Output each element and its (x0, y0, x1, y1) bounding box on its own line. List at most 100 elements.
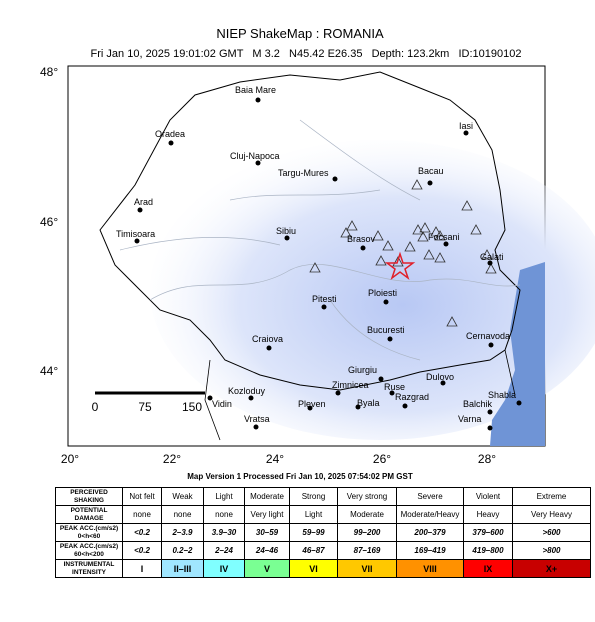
legend-cell: 0.2–2 (161, 541, 204, 560)
city-dot (516, 400, 522, 406)
legend-cell: 3.9–30 (203, 523, 245, 542)
footer: Map Version 1 Processed Fri Jan 10, 2025… (187, 472, 413, 481)
row-label: PERCEIVED SHAKING (55, 487, 123, 506)
scale-label: 75 (138, 400, 152, 414)
row-label-line: DAMAGE (74, 514, 104, 522)
city-label: Pleven (298, 399, 326, 409)
city-label: Focsani (428, 232, 460, 242)
legend-cell: <0.2 (122, 523, 162, 542)
station (372, 230, 384, 241)
lon-label: 24° (266, 452, 284, 466)
legend-cell: Not felt (122, 487, 162, 506)
city-dot (266, 345, 272, 351)
legend-cell: 99–200 (337, 523, 397, 542)
city-label: Balchik (463, 399, 493, 409)
city-dot (248, 395, 254, 401)
city-dot (463, 130, 469, 136)
city-label: Oradea (155, 129, 185, 139)
station (430, 226, 442, 237)
city-dot (168, 140, 174, 146)
city-label: Bacau (418, 166, 444, 176)
border (99, 71, 521, 391)
city-label: Timisoara (116, 229, 155, 239)
row-label-line: 0<h<60 (77, 532, 101, 540)
station (417, 231, 429, 242)
lat-label: 46° (40, 215, 58, 229)
legend-cell: 2–3.9 (161, 523, 204, 542)
city-label: Craiova (252, 334, 283, 344)
black-sea (490, 262, 545, 446)
station (340, 227, 352, 238)
city-dot (332, 176, 338, 182)
legend-cell: 379–600 (463, 523, 513, 542)
station (404, 241, 416, 252)
row-label-line: POTENTIAL (70, 506, 108, 514)
subtitle: Fri Jan 10, 2025 19:01:02 GMT M 3.2 N45.… (91, 48, 522, 60)
legend-cell: >600 (512, 523, 591, 542)
city-label: Arad (134, 197, 153, 207)
row-label: INSTRUMENTAL INTENSITY (55, 559, 123, 578)
station (309, 262, 321, 273)
legend-cell: 24–46 (244, 541, 290, 560)
city-dot (134, 238, 140, 244)
city-dot (360, 245, 366, 251)
lat-label: 44° (40, 364, 58, 378)
legend-cell: 169–419 (396, 541, 464, 560)
legend-cell: 2–24 (203, 541, 245, 560)
legend-cell: 30–59 (244, 523, 290, 542)
row-label: PEAK ACC.(cm/s2) 60<h<200 (55, 541, 123, 560)
lon-label: 22° (163, 452, 181, 466)
city-label: Bucuresti (367, 325, 405, 335)
legend-cell: 59–99 (289, 523, 338, 542)
city-label: Giurgiu (348, 365, 377, 375)
legend-cell: IX (463, 559, 513, 578)
city-dot (443, 241, 449, 247)
city-label: Shabla (488, 390, 516, 400)
station (375, 255, 387, 266)
city-label: Pitesti (312, 294, 337, 304)
city-dot (307, 405, 313, 411)
rivers (119, 119, 521, 361)
station (412, 224, 424, 235)
station (470, 224, 482, 235)
legend-cell: none (122, 505, 162, 524)
city-dot (335, 390, 341, 396)
city-label: Vratsa (244, 414, 270, 424)
legend-cell: Violent (463, 487, 513, 506)
legend-cell: VI (289, 559, 338, 578)
city-label: Vidin (212, 399, 232, 409)
city-label: Sibiu (276, 226, 296, 236)
city-label: Baia Mare (235, 85, 276, 95)
row-label-line: INSTRUMENTAL (63, 560, 115, 568)
station (423, 249, 435, 260)
legend-cell: II–III (161, 559, 204, 578)
legend-cell: V (244, 559, 290, 578)
legend-cell: I (122, 559, 162, 578)
legend-cell: Moderate (337, 505, 397, 524)
station (392, 256, 404, 267)
legend-cell: Moderate/Heavy (396, 505, 464, 524)
city-label: Brasov (347, 234, 376, 244)
city-dot (487, 409, 493, 415)
legend-cell: VII (337, 559, 397, 578)
row-label-line: INTENSITY (72, 568, 106, 576)
city-dot (137, 207, 143, 213)
title: NIEP ShakeMap : ROMANIA (216, 26, 384, 41)
city-label: Dulovo (426, 372, 454, 382)
legend-row: PEAK ACC.(cm/s2) 60<h<200 <0.2 0.2–2 2–24 24–… (55, 541, 591, 560)
city-label: Razgrad (395, 392, 429, 402)
legend-cell: Light (203, 487, 245, 506)
legend-cell: >800 (512, 541, 591, 560)
city-label: Cluj-Napoca (230, 151, 280, 161)
legend-cell: X+ (512, 559, 591, 578)
city-dot (355, 404, 361, 410)
station (419, 222, 431, 233)
row-label-line: PEAK ACC.(cm/s2) (59, 524, 119, 532)
lon-label: 28° (478, 452, 496, 466)
legend-cell: Moderate (244, 487, 290, 506)
city-dot (427, 180, 433, 186)
legend-cell: Very Heavy (512, 505, 591, 524)
city-label: Zimnicea (332, 380, 369, 390)
map: NIEP ShakeMap : ROMANIA Fri Jan 10, 2025… (40, 26, 595, 481)
